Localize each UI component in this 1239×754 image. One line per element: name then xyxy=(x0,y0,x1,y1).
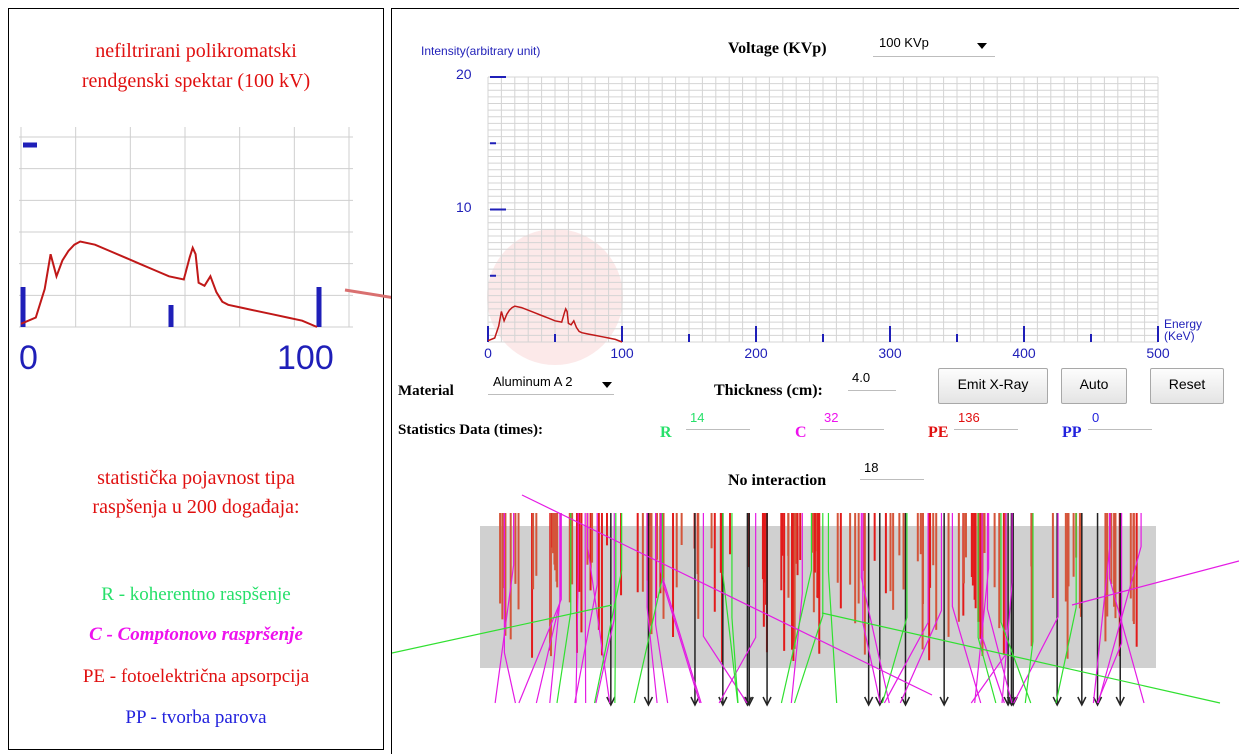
mini-axis-min: 0 xyxy=(19,339,38,378)
chevron-down-icon xyxy=(977,43,987,49)
x-tick-label: 500 xyxy=(1146,345,1170,361)
left-title-line2: rendgenski spektar (100 kV) xyxy=(9,67,383,96)
chart-grid xyxy=(488,77,1158,342)
stat-c-value: 32 xyxy=(820,410,884,430)
auto-button[interactable]: Auto xyxy=(1061,368,1127,404)
stat-pp-label: PP xyxy=(1062,424,1082,442)
voltage-select[interactable]: 100 KVp xyxy=(873,34,995,57)
x-axis-title-line2: (KeV) xyxy=(1164,330,1202,342)
stat-r-label: R xyxy=(660,424,672,442)
legend-c: C - Comptonovo raspršenje xyxy=(9,623,383,647)
thickness-input[interactable]: 4.0 xyxy=(848,368,896,391)
stats-caption-line2: raspšenja u 200 događaja: xyxy=(9,493,383,522)
x-tick-label: 0 xyxy=(476,345,500,361)
thickness-label: Thickness (cm): xyxy=(714,382,823,400)
thickness-value: 4.0 xyxy=(852,370,870,385)
x-tick-label: 200 xyxy=(744,345,768,361)
x-axis-title: Energy (KeV) xyxy=(1164,318,1202,342)
statistics-label: Statistics Data (times): xyxy=(398,422,543,439)
mini-spectrum-chart xyxy=(19,127,355,337)
spectrum-chart xyxy=(440,60,1230,370)
stat-pe-value: 136 xyxy=(954,410,1018,430)
emit-xray-button[interactable]: Emit X-Ray xyxy=(938,368,1048,404)
y-tick-label-20: 20 xyxy=(456,66,472,82)
reset-button[interactable]: Reset xyxy=(1150,368,1224,404)
x-tick-label: 400 xyxy=(1012,345,1036,361)
legend-pe: PE - fotoelektrična apsorpcija xyxy=(9,665,383,689)
explanation-panel: nefiltrirani polikromatski rendgenski sp… xyxy=(8,8,384,750)
legend-r: R - koherentno raspšenje xyxy=(9,583,383,607)
stat-pp-value: 0 xyxy=(1088,410,1152,430)
material-select[interactable]: Aluminum A 2 xyxy=(488,372,614,395)
mini-axis-max: 100 xyxy=(277,339,334,378)
simulation-canvas[interactable] xyxy=(392,485,1239,753)
x-tick-label: 300 xyxy=(878,345,902,361)
y-tick-label-10: 10 xyxy=(456,199,472,215)
no-interaction-value: 18 xyxy=(860,460,924,480)
mini-chart-grid xyxy=(19,127,353,327)
y-axis-title: Intensity(arbitrary unit) xyxy=(421,44,540,58)
voltage-value: 100 KVp xyxy=(879,35,929,50)
legend-pp: PP - tvorba parova xyxy=(9,706,383,730)
left-title-line1: nefiltrirani polikromatski xyxy=(9,37,383,66)
material-label: Material xyxy=(398,383,454,400)
x-tick-label: 100 xyxy=(610,345,634,361)
voltage-label: Voltage (KVp) xyxy=(728,40,827,58)
stat-c-label: C xyxy=(795,424,807,442)
stat-pe-label: PE xyxy=(928,424,948,442)
mini-chart-ticks xyxy=(23,145,319,327)
stat-r-value: 14 xyxy=(686,410,750,430)
stats-caption-line1: statistička pojavnost tipa xyxy=(9,464,383,493)
chevron-down-icon xyxy=(602,382,612,388)
material-value: Aluminum A 2 xyxy=(493,374,573,389)
